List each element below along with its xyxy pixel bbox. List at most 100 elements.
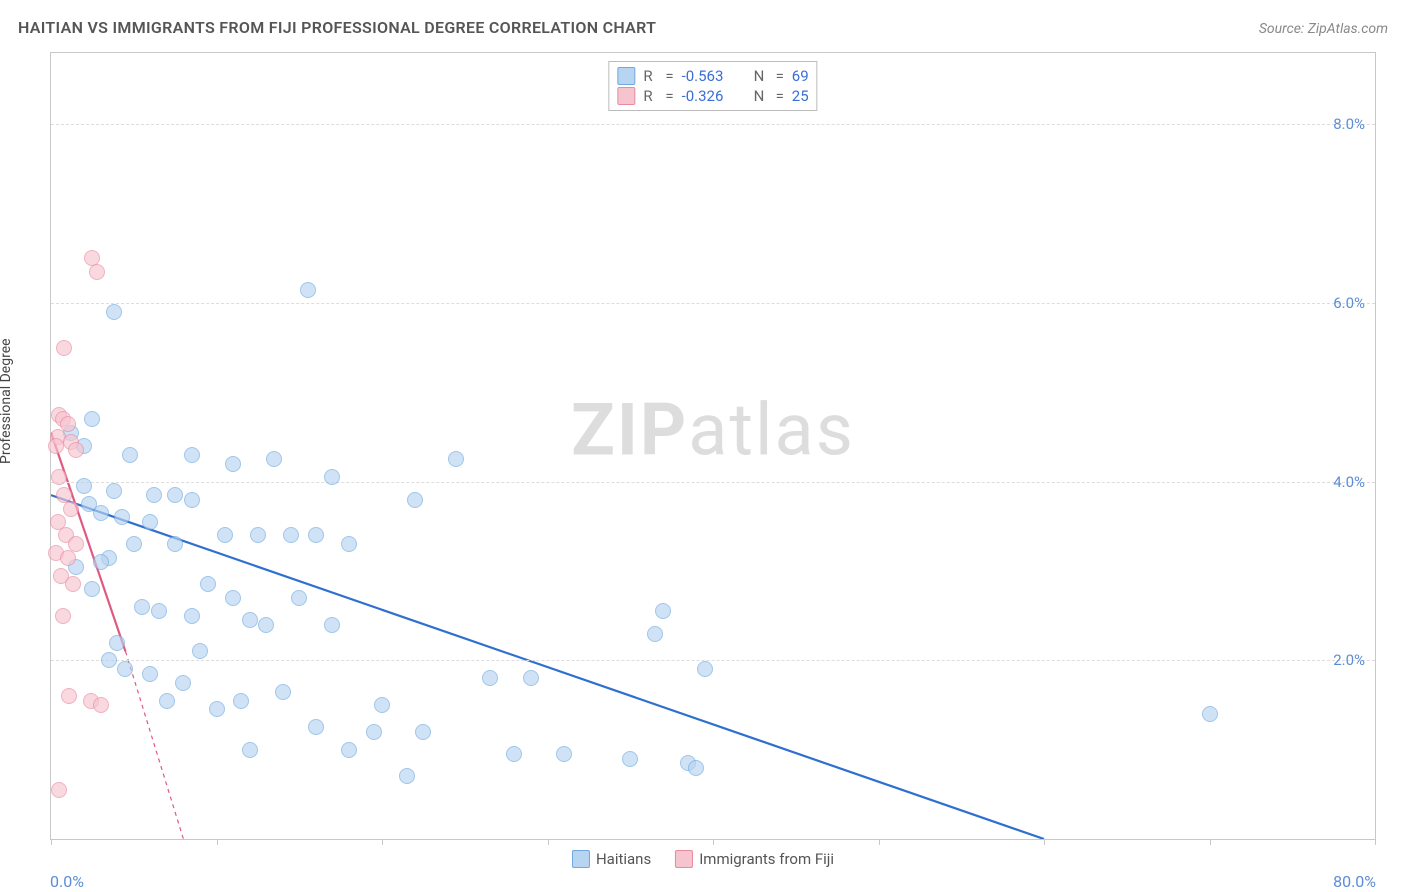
data-point — [341, 742, 357, 758]
y-axis-label: Professional Degree — [0, 338, 14, 464]
data-point — [308, 719, 324, 735]
source-attribution: Source: ZipAtlas.com — [1259, 21, 1388, 37]
data-point — [217, 527, 233, 543]
data-point — [106, 483, 122, 499]
data-point — [109, 635, 125, 651]
equals-label: = — [665, 87, 673, 105]
data-point — [159, 693, 175, 709]
equals-label: = — [776, 87, 784, 105]
data-point — [76, 478, 92, 494]
data-point — [142, 666, 158, 682]
data-point — [366, 724, 382, 740]
data-point — [655, 603, 671, 619]
data-point — [68, 442, 84, 458]
data-point — [523, 670, 539, 686]
x-tick — [382, 839, 383, 845]
data-point — [697, 661, 713, 677]
data-point — [184, 608, 200, 624]
data-point — [60, 416, 76, 432]
data-point — [51, 782, 67, 798]
x-tick — [1375, 839, 1376, 845]
y-tick-label: 6.0% — [1333, 294, 1365, 312]
correlation-row-haitians: R = -0.563 N = 69 — [617, 66, 808, 86]
data-point — [134, 599, 150, 615]
swatch-icon — [675, 850, 693, 868]
series-legend: Haitians Immigrants from Fiji — [572, 850, 834, 868]
legend-item-fiji: Immigrants from Fiji — [675, 850, 834, 868]
correlation-legend: R = -0.563 N = 69 R = -0.326 N = 25 — [608, 61, 817, 111]
x-min-label: 0.0% — [50, 872, 84, 891]
correlation-row-fiji: R = -0.326 N = 25 — [617, 86, 808, 106]
swatch-icon — [617, 87, 635, 105]
data-point — [250, 527, 266, 543]
data-point — [63, 501, 79, 517]
data-point — [341, 536, 357, 552]
data-point — [175, 675, 191, 691]
data-point — [93, 697, 109, 713]
data-point — [233, 693, 249, 709]
data-point — [225, 590, 241, 606]
data-point — [184, 447, 200, 463]
equals-label: = — [776, 67, 784, 85]
x-tick — [1210, 839, 1211, 845]
x-tick — [217, 839, 218, 845]
data-point — [146, 487, 162, 503]
scatter-chart: ZIPatlas R = -0.563 N = 69 R = -0.326 N … — [50, 52, 1376, 840]
data-point — [242, 742, 258, 758]
data-point — [55, 608, 71, 624]
chart-title: HAITIAN VS IMMIGRANTS FROM FIJI PROFESSI… — [18, 18, 656, 37]
data-point — [89, 264, 105, 280]
x-max-label: 80.0% — [1333, 872, 1376, 891]
data-point — [101, 652, 117, 668]
r-label: R — [643, 67, 657, 85]
data-point — [84, 411, 100, 427]
x-tick — [713, 839, 714, 845]
y-tick-label: 4.0% — [1333, 473, 1365, 491]
data-point — [242, 612, 258, 628]
data-point — [93, 505, 109, 521]
data-point — [51, 469, 67, 485]
gridline — [51, 124, 1375, 125]
data-point — [556, 746, 572, 762]
data-point — [407, 492, 423, 508]
x-tick — [879, 839, 880, 845]
x-tick — [51, 839, 52, 845]
r-value: -0.563 — [682, 67, 738, 85]
data-point — [117, 661, 133, 677]
data-point — [60, 550, 76, 566]
data-point — [688, 760, 704, 776]
data-point — [114, 509, 130, 525]
n-value: 25 — [792, 87, 809, 105]
data-point — [506, 746, 522, 762]
watermark: ZIPatlas — [571, 388, 855, 473]
data-point — [142, 514, 158, 530]
data-point — [184, 492, 200, 508]
gridline — [51, 482, 1375, 483]
data-point — [84, 581, 100, 597]
gridline — [51, 303, 1375, 304]
data-point — [482, 670, 498, 686]
data-point — [209, 701, 225, 717]
data-point — [192, 643, 208, 659]
data-point — [647, 626, 663, 642]
gridline — [51, 660, 1375, 661]
data-point — [324, 469, 340, 485]
data-point — [106, 304, 122, 320]
data-point — [266, 451, 282, 467]
data-point — [448, 451, 464, 467]
data-point — [308, 527, 324, 543]
data-point — [225, 456, 241, 472]
swatch-icon — [617, 67, 635, 85]
legend-label: Haitians — [596, 850, 651, 868]
data-point — [258, 617, 274, 633]
data-point — [283, 527, 299, 543]
r-label: R — [643, 87, 657, 105]
data-point — [93, 554, 109, 570]
data-point — [1202, 706, 1218, 722]
data-point — [399, 768, 415, 784]
data-point — [151, 603, 167, 619]
n-label: N — [754, 67, 768, 85]
data-point — [48, 438, 64, 454]
x-tick — [548, 839, 549, 845]
data-point — [300, 282, 316, 298]
